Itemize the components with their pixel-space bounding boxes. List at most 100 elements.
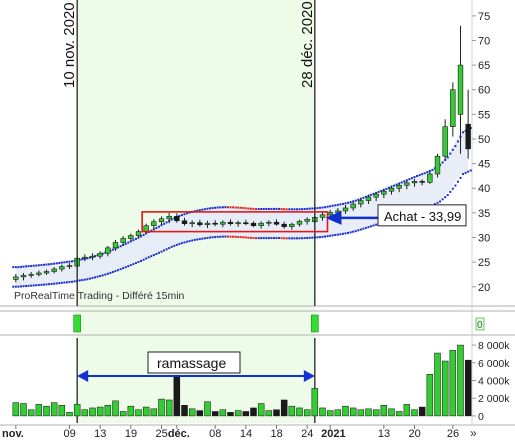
band-dot	[219, 235, 222, 238]
band-dot	[145, 257, 148, 260]
volume-bar	[280, 399, 288, 417]
price-tick-label: 20	[478, 282, 490, 294]
band-dot	[214, 236, 217, 239]
band-dot	[285, 237, 288, 240]
band-dot	[242, 236, 245, 239]
volume-bar	[12, 402, 20, 417]
volume-bar	[150, 408, 158, 417]
candle	[158, 218, 165, 223]
x-tick-label: nov.	[2, 428, 24, 440]
band-dot	[260, 237, 263, 240]
band-dot	[324, 235, 327, 238]
band-dot	[329, 234, 332, 237]
candle	[381, 190, 387, 195]
band-dot	[423, 172, 426, 175]
ramassage-box	[147, 351, 241, 374]
volume-bar	[43, 405, 50, 417]
band-dot	[265, 237, 268, 240]
band-dot	[367, 226, 370, 229]
band-dot	[400, 181, 403, 184]
candle	[404, 182, 410, 186]
band-dot	[456, 140, 459, 143]
band-dot	[295, 208, 298, 211]
candle	[266, 221, 272, 224]
candle	[227, 221, 234, 225]
band-dot	[219, 206, 222, 209]
band-dot	[81, 279, 84, 282]
band-dot	[239, 206, 242, 209]
volume-bar	[380, 405, 388, 417]
band-dot	[134, 237, 137, 240]
volume-bar	[135, 409, 142, 417]
band-dot	[395, 183, 398, 186]
band-dot	[244, 236, 247, 239]
signal-value: 0	[477, 320, 483, 331]
band-dot	[25, 265, 28, 268]
candle	[304, 218, 310, 222]
x-tick-label: 19	[125, 428, 137, 440]
band-dot	[421, 173, 424, 176]
band-dot	[55, 282, 58, 285]
band-dot	[214, 206, 217, 209]
band-dot	[249, 207, 252, 210]
band-dot	[173, 244, 176, 247]
band-dot	[226, 206, 229, 209]
volume-bar	[211, 411, 219, 417]
candle	[151, 221, 157, 226]
volume-bar	[73, 404, 81, 417]
band-dot	[19, 265, 22, 268]
band-dot	[326, 235, 329, 238]
price-tick-label: 50	[478, 134, 490, 146]
candle	[327, 212, 333, 216]
candle	[181, 220, 188, 225]
band-dot	[45, 283, 48, 286]
band-dot	[196, 209, 199, 212]
band-dot	[426, 171, 429, 174]
scroll-right-button[interactable]: »	[470, 426, 477, 440]
volume-bar	[81, 409, 89, 417]
band-dot	[303, 237, 306, 240]
band-dot	[132, 239, 135, 242]
band-dot	[446, 194, 449, 197]
band-dot	[354, 199, 357, 202]
volume-bar	[127, 405, 135, 417]
band-dot	[451, 148, 454, 151]
band-dot	[14, 285, 17, 288]
band-dot	[180, 214, 183, 217]
candle	[89, 255, 96, 258]
band-dot	[293, 208, 296, 211]
band-dot	[405, 179, 408, 182]
band-dot	[198, 238, 201, 241]
band-dot	[27, 284, 30, 287]
band-dot	[30, 284, 33, 287]
band-dot	[418, 174, 421, 177]
band-dot	[403, 180, 406, 183]
band-dot	[387, 186, 390, 189]
band-dot	[94, 276, 97, 279]
band-dot	[362, 196, 365, 199]
band-dot	[155, 227, 158, 230]
band-dot	[224, 206, 227, 209]
band-dot	[288, 208, 291, 211]
band-dot	[178, 242, 181, 245]
band-dot	[48, 263, 51, 266]
range-box	[141, 211, 329, 233]
band-dot	[124, 242, 127, 245]
band-dot	[237, 235, 240, 238]
band-dot	[352, 200, 355, 203]
band-dot	[324, 206, 327, 209]
band-dot	[303, 208, 306, 211]
band-dot	[270, 207, 273, 210]
band-dot	[262, 208, 265, 211]
band-dot	[206, 207, 209, 210]
band-dot	[446, 156, 449, 159]
band-dot	[168, 247, 171, 250]
candle	[350, 203, 356, 209]
volume-bar	[457, 344, 464, 417]
band-dot	[272, 207, 275, 210]
signal-marker	[73, 314, 81, 333]
band-dot	[17, 285, 20, 288]
volume-bar	[441, 360, 449, 417]
band-dot	[140, 259, 143, 262]
